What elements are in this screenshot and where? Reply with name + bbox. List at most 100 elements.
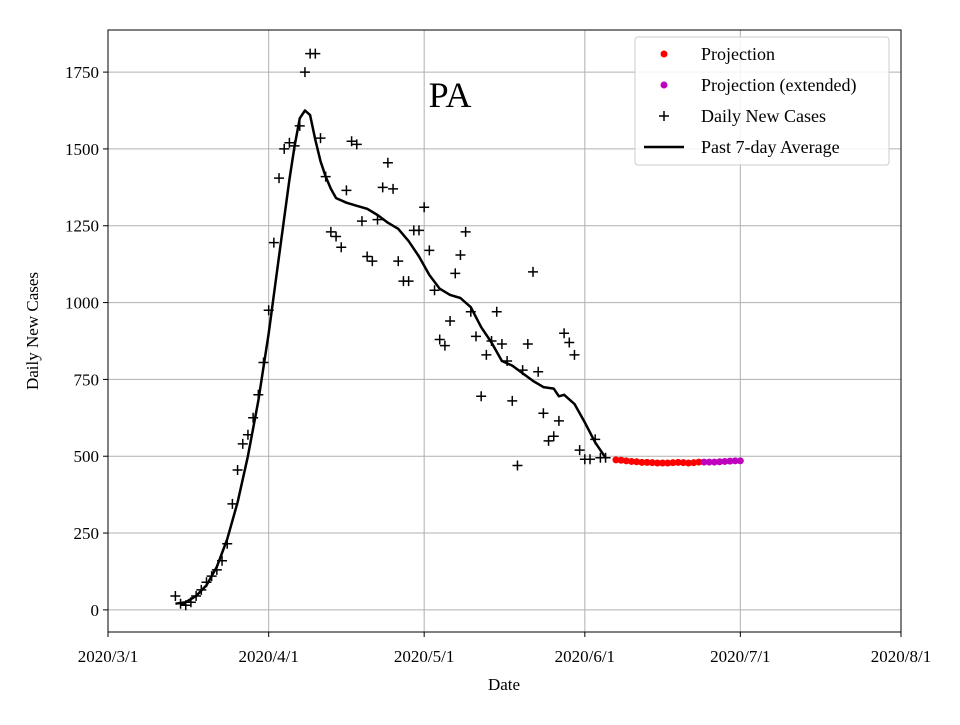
daily-case-point bbox=[491, 306, 502, 317]
daily-case-point bbox=[543, 435, 554, 446]
projection-extended-point bbox=[705, 458, 713, 466]
plot-frame bbox=[107, 29, 902, 633]
daily-case-point bbox=[315, 133, 326, 144]
daily-case-point bbox=[299, 67, 310, 78]
projection-point bbox=[648, 459, 656, 467]
y-tick-label: 1500 bbox=[65, 140, 99, 159]
x-tick-label: 2020/3/1 bbox=[78, 647, 138, 666]
daily-case-point bbox=[393, 256, 404, 267]
y-tick-label: 0 bbox=[91, 601, 100, 620]
daily-case-point bbox=[470, 331, 481, 342]
average-line bbox=[175, 109, 607, 605]
projection-extended-point bbox=[716, 458, 724, 466]
x-tick-label: 2020/7/1 bbox=[710, 647, 770, 666]
y-tick-label: 750 bbox=[74, 370, 100, 389]
daily-case-point bbox=[367, 256, 378, 267]
daily-case-point bbox=[481, 349, 492, 360]
daily-case-point bbox=[170, 591, 181, 602]
x-tick-label: 2020/4/1 bbox=[238, 647, 298, 666]
daily-case-point bbox=[439, 340, 450, 351]
daily-case-point bbox=[585, 454, 596, 465]
projection-point bbox=[664, 459, 672, 467]
daily-case-point bbox=[237, 438, 248, 449]
x-tick-label: 2020/6/1 bbox=[555, 647, 615, 666]
legend-label: Past 7-day Average bbox=[701, 137, 840, 157]
daily-case-point bbox=[450, 268, 461, 279]
y-tick-label: 1250 bbox=[65, 217, 99, 236]
daily-case-point bbox=[434, 334, 445, 345]
daily-case-point bbox=[445, 316, 456, 327]
daily-case-point bbox=[538, 408, 549, 419]
daily-case-point bbox=[429, 285, 440, 296]
projection-point bbox=[674, 458, 682, 466]
y-tick-label: 1000 bbox=[65, 294, 99, 313]
legend-box bbox=[634, 36, 890, 166]
daily-case-point bbox=[268, 237, 279, 248]
daily-case-point bbox=[403, 276, 414, 287]
projection-extended-point bbox=[726, 457, 734, 465]
projection-point bbox=[679, 459, 687, 467]
legend-label: Projection (extended) bbox=[701, 75, 856, 96]
axis-ticks: 2020/3/1 2020/4/1 2020/5/1 2020/6/1 2020/7/1… bbox=[65, 63, 931, 666]
x-tick-label: 2020/5/1 bbox=[394, 647, 454, 666]
daily-case-point bbox=[528, 266, 539, 277]
projection-extended-point bbox=[721, 457, 729, 465]
projection-extended-point bbox=[710, 458, 718, 466]
daily-case-point bbox=[424, 245, 435, 256]
daily-case-point bbox=[559, 328, 570, 339]
y-tick-label: 500 bbox=[74, 447, 100, 466]
projection-point bbox=[653, 459, 661, 467]
daily-case-point bbox=[413, 225, 424, 236]
projection-point bbox=[627, 457, 635, 465]
daily-case-point bbox=[460, 226, 471, 237]
projection-point bbox=[638, 458, 646, 466]
legend-marker bbox=[660, 81, 668, 89]
daily-case-point bbox=[274, 173, 285, 184]
daily-case-point bbox=[310, 48, 321, 59]
chart-title: PA bbox=[429, 75, 472, 115]
daily-case-point bbox=[522, 339, 533, 350]
daily-case-point bbox=[346, 136, 357, 147]
projection-extended-point bbox=[736, 457, 744, 465]
daily-case-point bbox=[512, 460, 523, 471]
legend-marker bbox=[659, 111, 669, 121]
daily-case-point bbox=[248, 412, 259, 423]
daily-case-point bbox=[377, 182, 388, 193]
daily-case-point bbox=[356, 216, 367, 227]
daily-case-point bbox=[548, 431, 559, 442]
daily-case-point bbox=[227, 498, 238, 509]
daily-case-point bbox=[455, 249, 466, 260]
daily-case-point bbox=[419, 202, 430, 213]
projection-extended-point bbox=[700, 458, 708, 466]
daily-case-point bbox=[496, 339, 507, 350]
daily-case-point bbox=[569, 349, 580, 360]
projection-point bbox=[643, 458, 651, 466]
legend-marker bbox=[660, 50, 668, 58]
y-axis-label: Daily New Cases bbox=[23, 272, 42, 390]
daily-case-point bbox=[476, 391, 487, 402]
projection-extended-point bbox=[731, 457, 739, 465]
y-tick-label: 250 bbox=[74, 524, 100, 543]
daily-case-point bbox=[351, 139, 362, 150]
daily-case-point bbox=[362, 251, 373, 262]
projection-point bbox=[684, 459, 692, 467]
legend-label: Daily New Cases bbox=[701, 106, 826, 126]
daily-case-point bbox=[564, 337, 575, 348]
projection-point bbox=[633, 458, 641, 466]
daily-case-point bbox=[388, 183, 399, 194]
projection-point bbox=[659, 459, 667, 467]
projection-point bbox=[617, 456, 625, 464]
daily-case-point bbox=[284, 137, 295, 148]
projection-point bbox=[695, 458, 703, 466]
daily-case-point bbox=[279, 143, 290, 154]
daily-case-point bbox=[507, 395, 518, 406]
daily-case-point bbox=[533, 366, 544, 377]
daily-case-point bbox=[325, 226, 336, 237]
x-tick-label: 2020/8/1 bbox=[871, 647, 931, 666]
projection-point bbox=[669, 459, 677, 467]
projection-point bbox=[622, 457, 630, 465]
y-tick-label: 1750 bbox=[65, 63, 99, 82]
daily-case-point bbox=[341, 185, 352, 196]
chart-marks bbox=[170, 48, 744, 611]
projection-point bbox=[690, 459, 698, 467]
